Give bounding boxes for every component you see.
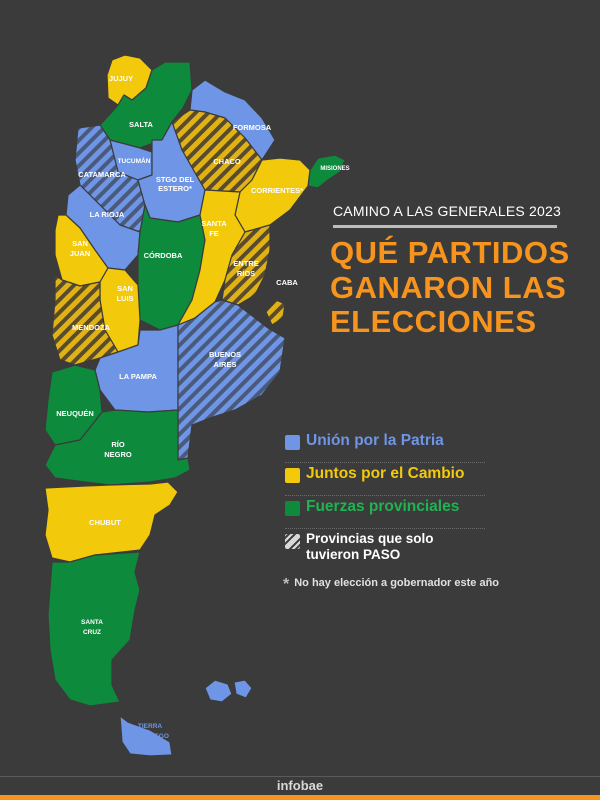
label-chaco: CHACO [213, 157, 241, 166]
title-line-3: ELECCIONES [330, 304, 537, 339]
label-tierra-del-fuego-1: TIERRA [138, 723, 163, 730]
label-san-luis-1: SAN [117, 284, 133, 293]
legend-item-fuerzas: Fuerzas provinciales [285, 496, 485, 529]
legend-label-fuerzas: Fuerzas provinciales [306, 498, 460, 515]
swatch-juntos [285, 468, 300, 483]
province-caba[interactable] [265, 299, 286, 326]
swatch-paso-hatch [285, 534, 300, 549]
label-mendoza: MENDOZA [72, 323, 110, 332]
swatch-fuerzas [285, 501, 300, 516]
label-san-juan-1: SAN [72, 239, 88, 248]
subtitle-underline [333, 225, 557, 228]
label-san-luis-2: LUIS [116, 294, 133, 303]
label-san-juan-2: JUAN [70, 249, 90, 258]
label-neuquen: NEUQUÉN [56, 409, 94, 418]
province-misiones[interactable] [307, 154, 346, 189]
legend-item-paso: Provincias que solo tuvieron PASO [285, 529, 485, 575]
label-rio-negro-2: NEGRO [104, 450, 132, 459]
label-jujuy: JUJUY [109, 74, 133, 83]
province-santa-cruz[interactable] [47, 551, 141, 707]
province-chubut[interactable] [44, 481, 179, 563]
province-buenos-aires[interactable] [177, 299, 286, 461]
label-santa-fe-2: FE [209, 229, 219, 238]
legend-label-union: Unión por la Patria [306, 432, 444, 449]
label-la-pampa: LA PAMPA [119, 372, 157, 381]
label-entre-rios-1: ENTRE [233, 259, 258, 268]
label-salta: SALTA [129, 120, 153, 129]
label-entre-rios-2: RÍOS [237, 269, 255, 278]
title-line-1: QUÉ PARTIDOS [330, 235, 570, 270]
page-title: QUÉ PARTIDOS GANARON LAS ELECCIONES [330, 235, 570, 340]
label-la-rioja: LA RIOJA [90, 210, 125, 219]
footnote: * No hay elección a gobernador este año [283, 576, 499, 594]
footer-divider [0, 776, 600, 777]
asterisk-icon: * [283, 576, 290, 593]
label-santa-cruz-2: CRUZ [83, 629, 101, 636]
province-santa-fe[interactable] [177, 189, 246, 326]
legend-item-juntos: Juntos por el Cambio [285, 463, 485, 496]
province-rio-negro[interactable] [44, 409, 191, 486]
province-tierra-del-fuego[interactable] [119, 715, 173, 757]
footer-accent-bar [0, 795, 600, 800]
label-formosa: FORMOSA [233, 123, 272, 132]
legend-label-juntos: Juntos por el Cambio [306, 465, 465, 482]
legend-item-union: Unión por la Patria [285, 430, 485, 463]
legend-label-paso: Provincias que solo tuvieron PASO [306, 531, 434, 563]
footnote-text: No hay elección a gobernador este año [294, 577, 500, 589]
legend: Unión por la Patria Juntos por el Cambio… [285, 430, 485, 575]
swatch-union [285, 435, 300, 450]
label-buenos-aires-1: BUENOS [209, 350, 241, 359]
label-tucuman: TUCUMÁN [118, 156, 151, 165]
legend-paso-line-2: tuvieron PASO [306, 547, 401, 562]
label-misiones: MISIONES [320, 166, 349, 172]
label-corrientes: CORRIENTES* [251, 186, 303, 195]
label-santiago-2: ESTERO* [158, 184, 192, 193]
province-entre-rios[interactable] [221, 224, 271, 306]
label-catamarca: CATAMARCA [78, 170, 126, 179]
label-buenos-aires-2: AIRES [214, 360, 237, 369]
label-rio-negro-1: RÍO [111, 440, 125, 449]
label-caba: CABA [276, 278, 298, 287]
title-line-2: GANARON LAS [330, 269, 567, 305]
label-tierra-del-fuego-2: DEL FUEGO [131, 733, 169, 740]
label-cordoba: CÓRDOBA [144, 251, 183, 260]
label-santa-cruz-1: SANTA [81, 619, 103, 626]
label-santiago-1: STGO DEL [156, 175, 195, 184]
label-santa-fe-1: SANTA [201, 219, 227, 228]
label-chubut: CHUBUT [89, 518, 121, 527]
subtitle: CAMINO A LAS GENERALES 2023 [333, 203, 561, 219]
islands-malvinas [204, 679, 253, 703]
legend-paso-line-1: Provincias que solo [306, 531, 434, 546]
brand-logo[interactable]: infobae [276, 778, 324, 793]
